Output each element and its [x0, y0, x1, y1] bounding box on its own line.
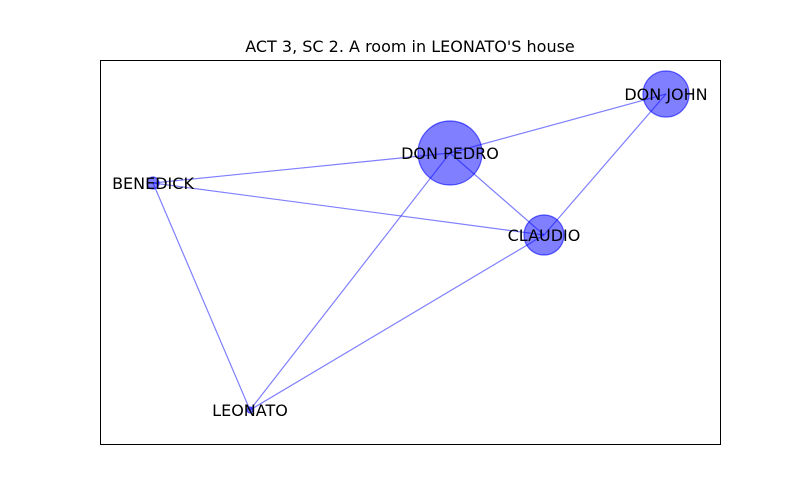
node-layer: [146, 70, 690, 414]
node-label-don_pedro: DON PEDRO: [401, 144, 499, 163]
node-leonato: [246, 406, 254, 414]
node-label-don_john: DON JOHN: [624, 85, 707, 104]
edge-claudio-leonato: [249, 234, 545, 411]
chart-title: ACT 3, SC 2. A room in LEONATO'S house: [245, 37, 575, 56]
edge-layer: [152, 93, 667, 411]
node-label-claudio: CLAUDIO: [508, 226, 581, 245]
label-layer: DON PEDRO DON JOHN BENEDICK CLAUDIO LEONATO: [112, 85, 708, 420]
node-label-leonato: LEONATO: [212, 401, 288, 420]
edge-don_pedro-don_john: [449, 93, 667, 154]
edge-don_john-claudio: [543, 93, 667, 236]
node-don_pedro: [417, 120, 483, 186]
edge-benedick-claudio: [152, 182, 545, 236]
node-benedick: [146, 176, 160, 190]
edge-don_pedro-benedick: [152, 152, 451, 184]
edge-benedick-leonato: [152, 182, 251, 411]
node-don_john: [642, 70, 690, 118]
plot-frame: [100, 60, 721, 445]
node-claudio: [523, 214, 565, 256]
edge-don_pedro-leonato: [249, 152, 451, 411]
node-label-benedick: BENEDICK: [112, 174, 194, 193]
